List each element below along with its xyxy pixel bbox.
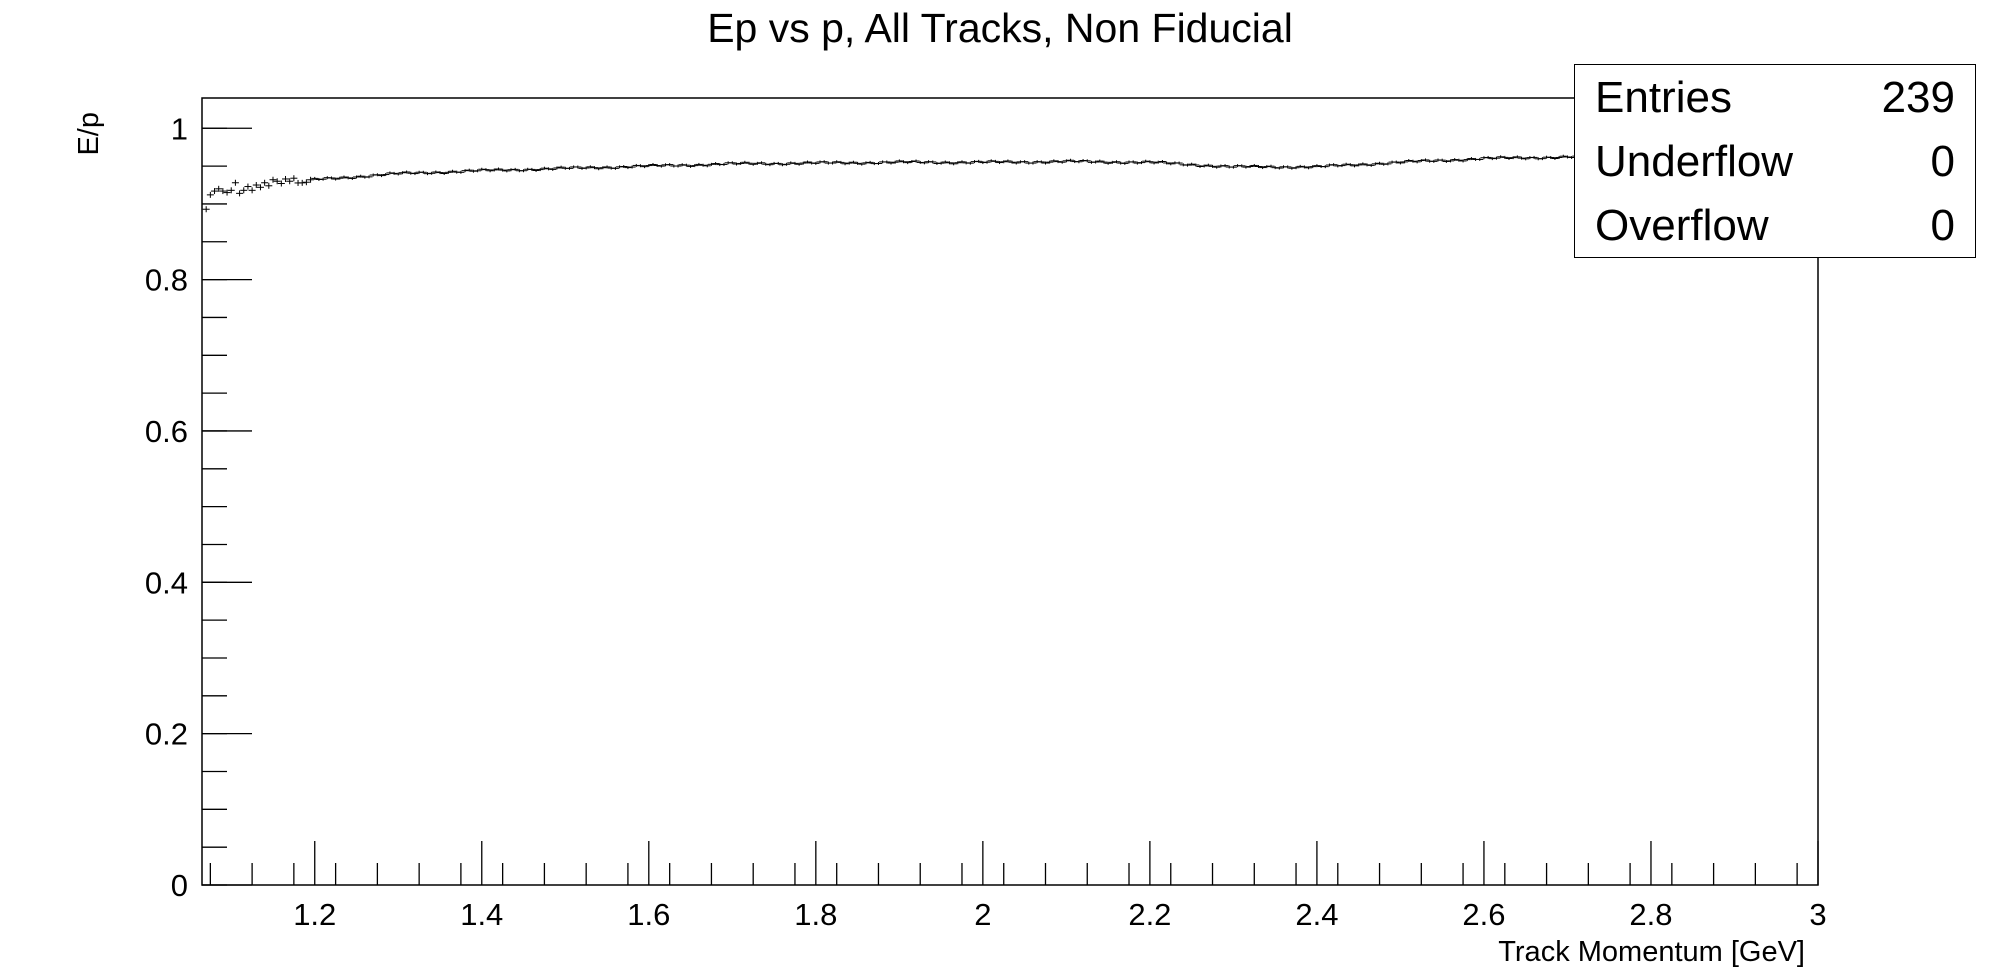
y-tick-label: 0.2 [145, 717, 188, 752]
x-tick-label: 1.4 [460, 897, 503, 932]
stats-overflow-value: 0 [1930, 201, 1955, 250]
stats-overflow-label: Overflow [1595, 201, 1769, 250]
x-tick-label: 2.6 [1462, 897, 1505, 932]
y-tick-label: 0.4 [145, 565, 188, 600]
stats-row-overflow: Overflow 0 [1595, 193, 1955, 259]
data-points [202, 154, 1634, 213]
x-axis-label: Track Momentum [GeV] [1498, 936, 1805, 968]
y-axis-label: E/p [73, 112, 105, 156]
y-tick-label: 0.6 [145, 414, 188, 449]
stats-row-underflow: Underflow 0 [1595, 129, 1955, 195]
x-tick-label: 2 [974, 897, 991, 932]
x-tick-label: 3 [1809, 897, 1826, 932]
stats-row-entries: Entries 239 [1595, 65, 1955, 131]
chart-title: Ep vs p, All Tracks, Non Fiducial [707, 5, 1293, 51]
y-tick-label: 1 [171, 111, 188, 146]
stats-box: Entries 239 Underflow 0 Overflow 0 [1574, 64, 1976, 258]
axis-ticks [202, 127, 1819, 886]
x-tick-label: 2.2 [1128, 897, 1171, 932]
x-tick-label: 1.8 [794, 897, 837, 932]
y-tick-label: 0 [171, 868, 188, 903]
stats-underflow-label: Underflow [1595, 137, 1794, 186]
x-tick-labels: 1.2 1.4 1.6 1.8 2 2.2 2.4 2.6 2.8 3 [293, 897, 1826, 932]
x-tick-label: 2.8 [1629, 897, 1672, 932]
y-tick-label: 0.8 [145, 263, 188, 298]
y-tick-labels: 0 0.2 0.4 0.6 0.8 1 [145, 111, 188, 903]
x-tick-label: 1.6 [627, 897, 670, 932]
stats-entries-value: 239 [1881, 73, 1955, 122]
stats-underflow-value: 0 [1930, 137, 1955, 186]
x-tick-label: 2.4 [1295, 897, 1338, 932]
plot-frame [201, 97, 1819, 886]
x-tick-label: 1.2 [293, 897, 336, 932]
stats-entries-label: Entries [1595, 73, 1732, 122]
